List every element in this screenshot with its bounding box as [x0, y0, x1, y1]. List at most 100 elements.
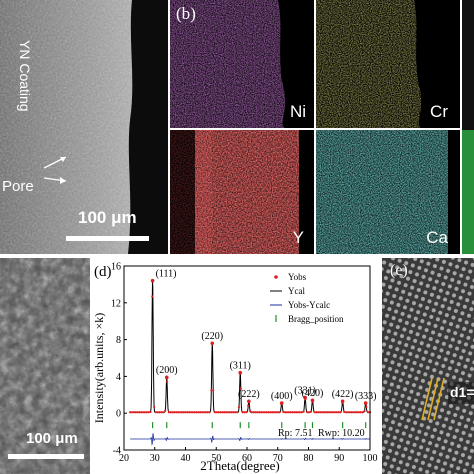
y-tick-label: 0: [116, 409, 121, 420]
yobs-point: [361, 411, 364, 414]
yobs-peak-point: [363, 401, 368, 405]
x-tick-label: 80: [304, 453, 314, 464]
yobs-point: [184, 411, 187, 414]
yobs-point: [153, 405, 156, 408]
yobs-point: [296, 411, 300, 414]
yobs-point: [319, 411, 322, 414]
series-difference: [130, 433, 370, 446]
yobs-point: [271, 411, 274, 414]
pore-label: Pore: [2, 178, 34, 195]
yobs-point: [149, 410, 152, 414]
yobs-point: [239, 387, 242, 390]
yobs-point: [339, 411, 342, 414]
yobs-point: [199, 411, 202, 414]
xrd-chart-panel: (111) (200) (220) (311) (222) (400) (331) (420)…: [90, 258, 380, 474]
yobs-point: [326, 411, 329, 414]
y-tick-label: -4: [113, 446, 121, 457]
yobs-point: [263, 411, 266, 414]
y-axis-label: Intensity(arb.units, ×k): [92, 313, 106, 423]
yobs-point: [328, 411, 331, 414]
peak-hkl-label: (222): [238, 389, 260, 400]
yobs-point: [359, 411, 362, 414]
legend-yobs-marker: [274, 275, 278, 279]
yobs-point: [177, 411, 180, 414]
yobs-point: [189, 411, 193, 414]
yobs-point: [129, 411, 132, 414]
x-tick-label: 20: [119, 453, 129, 464]
yobs-peak-point: [150, 278, 155, 283]
yobs-point: [306, 411, 309, 414]
yobs-point: [247, 404, 250, 407]
yobs-point: [212, 389, 215, 392]
yobs-point: [223, 411, 226, 414]
yobs-point: [180, 411, 183, 414]
yobs-point: [143, 411, 147, 414]
peak-hkl-label: (200): [156, 365, 178, 376]
surface-scale-bar-label: 100 μm: [26, 430, 78, 447]
yobs-point: [276, 411, 279, 414]
yobs-point: [188, 411, 191, 414]
sem-cross-section-panel: YN Coating Pore 100 μm: [0, 0, 168, 254]
yobs-point: [302, 410, 305, 413]
yobs-point: [355, 411, 359, 414]
yobs-point: [178, 411, 182, 414]
yobs-point: [201, 411, 204, 414]
yobs-point: [234, 411, 237, 414]
yobs-point: [289, 411, 292, 414]
yobs-point: [285, 411, 289, 414]
yobs-point: [287, 411, 290, 414]
chart-panel-label: (d): [94, 264, 112, 280]
yobs-point: [219, 411, 222, 414]
yobs-point: [237, 406, 241, 409]
legend-ycal: Ycal: [288, 286, 305, 296]
hrtem-panel-label: (e): [390, 262, 408, 279]
yobs-point: [278, 411, 281, 414]
stat-rwp: Rwp: 10.20: [318, 428, 365, 439]
yobs-point: [224, 411, 228, 414]
yobs-point: [269, 411, 272, 414]
yobs-point: [252, 411, 255, 414]
y-tick-label: 8: [116, 335, 121, 346]
yobs-peak-point: [340, 399, 345, 404]
x-tick-label: 100: [363, 453, 378, 464]
yobs-point: [226, 411, 230, 414]
legend-diff: Yobs-Ycalc: [288, 300, 330, 310]
yobs-point: [348, 411, 351, 414]
peak-hkl-label: (422): [332, 389, 354, 400]
plot-frame: [123, 265, 371, 451]
yobs-point: [151, 295, 154, 298]
sem-surface-image: [0, 258, 90, 474]
xrd-chart: (111) (200) (220) (311) (222) (400)(331)(420)…: [92, 262, 378, 474]
yobs-point: [202, 411, 206, 414]
eds-panel-label: (b): [176, 4, 196, 23]
yobs-point: [215, 411, 218, 414]
yobs-point: [330, 411, 333, 414]
peak-hkl-label: (400): [271, 391, 293, 402]
yobs-point: [354, 411, 357, 414]
yobs-point: [293, 411, 296, 414]
yobs-point: [191, 411, 194, 414]
yobs-point: [193, 411, 196, 414]
yobs-point: [343, 410, 346, 413]
yobs-peak-point: [310, 398, 315, 403]
y-tick-label: 16: [111, 262, 121, 273]
yobs-point: [171, 411, 174, 414]
yobs-point: [324, 411, 327, 414]
yobs-point: [261, 411, 265, 414]
yobs-point: [169, 411, 172, 414]
yobs-point: [175, 411, 178, 414]
yobs-point: [298, 411, 301, 414]
x-tick-label: 30: [150, 453, 160, 464]
legend-yobs: Yobs: [288, 272, 307, 282]
yobs-point: [160, 411, 163, 414]
yobs-point: [308, 411, 311, 414]
yobs-point: [260, 411, 263, 414]
yobs-peak-point: [164, 375, 169, 380]
yobs-point: [248, 409, 252, 412]
peak-hkl-label: (111): [156, 269, 177, 280]
scale-bar-label: 100 μm: [78, 208, 137, 227]
yobs-point: [335, 411, 338, 414]
yobs-point: [333, 411, 337, 414]
stat-rp: Rp: 7.51: [278, 428, 312, 439]
yobs-peak-point: [238, 370, 243, 375]
